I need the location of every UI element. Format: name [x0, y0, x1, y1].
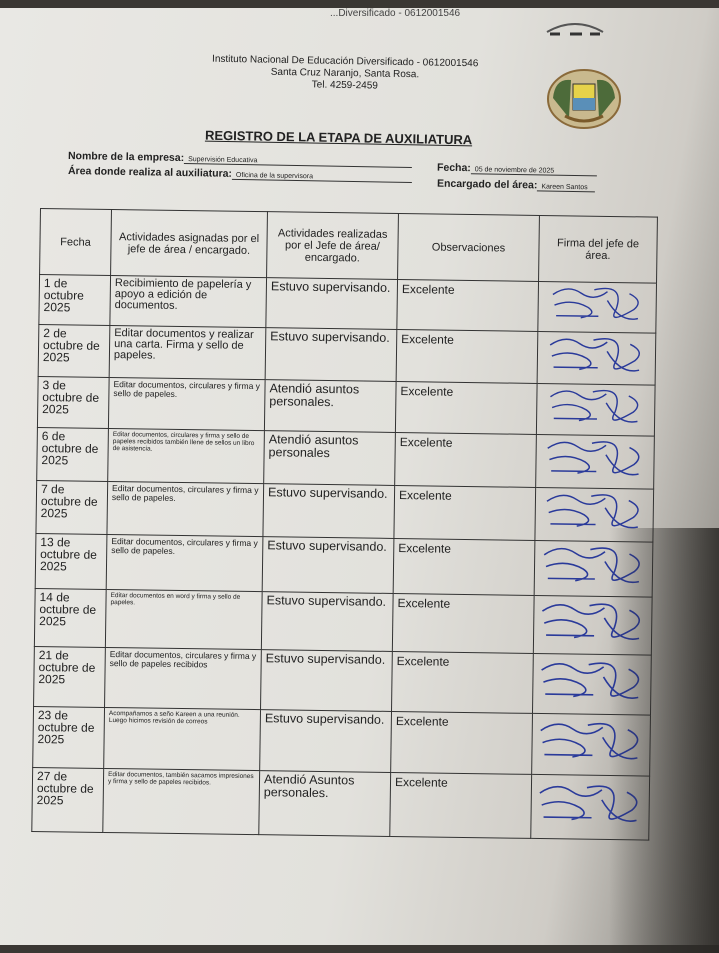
assigned-activities-cell: Editar documentos en word y firma y sell… — [105, 589, 263, 650]
photo-shadow — [609, 528, 719, 953]
document-title: REGISTRO DE LA ETAPA DE AUXILIATURA — [204, 127, 473, 148]
observations-cell: Excelente — [391, 651, 534, 714]
performed-activities-cell: Atendió asuntos personales. — [264, 379, 397, 433]
assigned-activities-cell: Editar documentos, circulares y firma y … — [104, 647, 262, 710]
signature-icon — [540, 722, 639, 760]
observations-cell: Excelente — [392, 593, 535, 654]
signature-cell — [535, 434, 655, 490]
signature-cell — [532, 653, 652, 716]
area-label: Área donde realiza al auxiliatura: — [67, 164, 233, 180]
table-row: 6 de octubre de 2025 Editar documentos, c… — [36, 427, 655, 490]
observations-cell: Excelente — [396, 279, 539, 332]
table-row: 14 de octubre de 2025 Editar documentos e… — [34, 588, 653, 656]
signature-cell — [537, 331, 656, 386]
signature-icon — [550, 389, 639, 423]
column-header-realizadas: Actividades realizadas por el Jefe de ár… — [266, 211, 399, 280]
date-cell: 27 de octubre de 2025 — [31, 767, 104, 833]
signature-icon — [546, 494, 639, 529]
date-cell: 6 de octubre de 2025 — [36, 427, 109, 482]
column-header-fecha: Fecha — [39, 208, 112, 276]
performed-activities-cell: Atendió asuntos personales — [263, 430, 396, 486]
date-value: 05 de noviembre de 2025 — [470, 166, 597, 177]
assigned-activities-cell: Editar documentos, circulares y firma y … — [106, 481, 264, 537]
assigned-activities-cell: Editar documentos, circulares y firma y … — [107, 428, 265, 484]
assigned-activities-cell: Recibimiento de papelería y apoyo a edic… — [109, 275, 267, 328]
table-row: 3 de octubre de 2025 Editar documentos, c… — [37, 376, 656, 437]
table-row: 1 de octubre 2025 Recibimiento de papeler… — [38, 274, 657, 334]
institution-logo-icon — [546, 23, 604, 36]
performed-activities-cell: Estuvo supervisando. — [265, 277, 398, 330]
observations-cell: Excelente — [389, 772, 532, 839]
observations-cell: Excelente — [390, 711, 533, 775]
performed-activities-cell: Estuvo supervisando. — [262, 536, 394, 594]
date-label: Fecha: — [436, 161, 471, 175]
signature-icon — [549, 338, 640, 372]
signature-cell — [534, 487, 654, 543]
supervisor-label: Encargado del área: — [436, 177, 538, 192]
area-field: Área donde realiza al auxiliatura: Oficin… — [67, 164, 412, 184]
performed-activities-cell: Estuvo supervisando. — [259, 709, 392, 773]
company-value: Supervisión Educativa — [184, 156, 413, 169]
date-cell: 13 de octubre de 2025 — [35, 533, 107, 590]
observations-cell: Excelente — [396, 329, 538, 384]
signature-cell — [533, 595, 653, 656]
date-cell: 7 de octubre de 2025 — [35, 480, 108, 535]
date-cell: 2 de octubre de 2025 — [38, 324, 110, 378]
cut-header-fragment: ...Diversificado - 0612001546 — [330, 8, 461, 19]
date-cell: 3 de octubre de 2025 — [37, 376, 110, 429]
observations-cell: Excelente — [393, 538, 535, 596]
performed-activities-cell: Estuvo supervisando. — [265, 327, 397, 382]
observations-cell: Excelente — [395, 381, 538, 435]
assigned-activities-cell: Editar documentos, circulares y firma y … — [106, 534, 263, 592]
assigned-activities-cell: Editar documentos y realizar una carta. … — [109, 325, 266, 380]
signature-icon — [552, 287, 639, 320]
signature-cell — [531, 713, 651, 777]
signature-icon — [543, 547, 640, 584]
performed-activities-cell: Estuvo supervisando. — [262, 483, 395, 539]
date-field: Fecha: 05 de noviembre de 2025 — [437, 162, 597, 177]
column-header-asignadas: Actividades asignadas por el jefe de áre… — [110, 209, 268, 278]
observations-cell: Excelente — [394, 432, 537, 488]
activity-table: Fecha Actividades asignadas por el jefe … — [31, 208, 658, 841]
supervisor-field: Encargado del área: Kareen Santos — [437, 178, 596, 193]
table-row: 23 de octubre de 2025 Acompañamos a seño … — [32, 706, 651, 777]
signature-icon — [547, 441, 640, 476]
assigned-activities-cell: Editar documentos, circulares y firma y … — [108, 377, 266, 431]
signature-icon — [539, 785, 638, 822]
table-row: 27 de octubre de 2025 Editar documentos, … — [31, 767, 650, 841]
signature-icon — [541, 603, 641, 640]
signature-cell — [530, 774, 650, 841]
date-cell: 14 de octubre de 2025 — [34, 588, 107, 648]
column-header-observaciones: Observaciones — [397, 213, 540, 282]
column-header-firma: Firma del jefe de área. — [538, 215, 658, 284]
signature-cell — [534, 540, 653, 598]
table-row: 13 de octubre de 2025 Editar documentos, … — [35, 533, 653, 598]
company-label: Nombre de la empresa: — [67, 149, 185, 165]
school-crest-icon — [547, 69, 621, 129]
date-cell: 23 de octubre de 2025 — [32, 706, 105, 769]
table-row: 2 de octubre de 2025 Editar documentos y … — [38, 324, 656, 386]
signature-icon — [541, 662, 640, 699]
signature-cell — [537, 281, 657, 334]
performed-activities-cell: Estuvo supervisando. — [260, 649, 393, 712]
signature-cell — [536, 383, 656, 437]
performed-activities-cell: Atendió Asuntos personales. — [258, 770, 391, 837]
supervisor-value: Kareen Santos — [537, 183, 596, 193]
table-row: 21 de octubre de 2025 Editar documentos, … — [33, 646, 652, 716]
area-value: Oficina de la supervisora — [231, 171, 412, 184]
institution-header: Instituto Nacional De Educación Diversif… — [200, 53, 491, 94]
assigned-activities-cell: Acompañamos a seño Kareen a una reunión.… — [103, 707, 261, 771]
date-cell: 21 de octubre de 2025 — [33, 646, 106, 708]
document-page: ...Diversificado - 0612001546 Instituto … — [0, 8, 719, 953]
table-row: 7 de octubre de 2025 Editar documentos, c… — [35, 480, 654, 543]
performed-activities-cell: Estuvo supervisando. — [261, 591, 394, 652]
assigned-activities-cell: Editar documentos, también sacamos impre… — [102, 768, 260, 835]
table-header-row: Fecha Actividades asignadas por el jefe … — [39, 208, 658, 284]
date-cell: 1 de octubre 2025 — [38, 274, 111, 326]
observations-cell: Excelente — [393, 485, 536, 541]
